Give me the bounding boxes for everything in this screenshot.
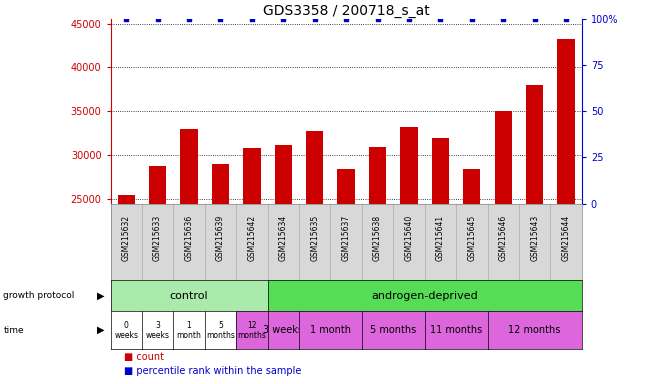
Bar	[400, 127, 417, 384]
Bar	[149, 166, 166, 384]
Text: GSM215637: GSM215637	[342, 215, 350, 261]
Text: GSM215641: GSM215641	[436, 215, 445, 261]
Text: GSM215644: GSM215644	[562, 215, 571, 261]
Point	[561, 16, 571, 22]
Text: GSM215635: GSM215635	[310, 215, 319, 261]
Text: growth protocol: growth protocol	[3, 291, 75, 300]
Title: GDS3358 / 200718_s_at: GDS3358 / 200718_s_at	[263, 4, 430, 18]
Bar	[558, 40, 575, 384]
Text: 12
months: 12 months	[237, 321, 266, 340]
Point	[436, 16, 446, 22]
Text: GSM215636: GSM215636	[185, 215, 194, 261]
Bar	[495, 111, 512, 384]
Point	[278, 16, 289, 22]
Point	[152, 16, 162, 22]
Text: androgen-deprived: androgen-deprived	[371, 291, 478, 301]
Text: time: time	[3, 326, 24, 335]
Bar	[243, 148, 261, 384]
Text: GSM215633: GSM215633	[153, 215, 162, 261]
Point	[529, 16, 539, 22]
Bar	[306, 131, 323, 384]
Text: GSM215643: GSM215643	[530, 215, 539, 261]
Text: 5 months: 5 months	[370, 325, 417, 335]
Text: GSM215638: GSM215638	[373, 215, 382, 261]
Text: ▶: ▶	[97, 325, 105, 335]
Point	[372, 16, 383, 22]
Text: GSM215632: GSM215632	[122, 215, 131, 261]
Point	[247, 16, 257, 22]
Point	[215, 16, 226, 22]
Point	[498, 16, 508, 22]
Text: 0
weeks: 0 weeks	[114, 321, 138, 340]
Bar	[432, 138, 449, 384]
Text: GSM215645: GSM215645	[467, 215, 476, 261]
Text: GSM215646: GSM215646	[499, 215, 508, 261]
Bar	[212, 164, 229, 384]
Bar	[275, 145, 292, 384]
Text: GSM215640: GSM215640	[404, 215, 413, 261]
Text: GSM215639: GSM215639	[216, 215, 225, 261]
Point	[121, 16, 131, 22]
Text: 3
weeks: 3 weeks	[146, 321, 170, 340]
Text: 1 month: 1 month	[310, 325, 351, 335]
Text: GSM215642: GSM215642	[248, 215, 256, 261]
Point	[404, 16, 414, 22]
Text: control: control	[170, 291, 209, 301]
Text: 5
months: 5 months	[206, 321, 235, 340]
Point	[467, 16, 477, 22]
Text: ■ count: ■ count	[124, 352, 164, 362]
Text: 12 months: 12 months	[508, 325, 561, 335]
Bar	[181, 129, 198, 384]
Bar	[337, 169, 355, 384]
Bar	[526, 85, 543, 384]
Text: 1
month: 1 month	[177, 321, 202, 340]
Text: ▶: ▶	[97, 291, 105, 301]
Point	[184, 16, 194, 22]
Bar	[118, 195, 135, 384]
Point	[309, 16, 320, 22]
Bar	[369, 147, 386, 384]
Text: 11 months: 11 months	[430, 325, 482, 335]
Text: GSM215634: GSM215634	[279, 215, 288, 261]
Bar	[463, 169, 480, 384]
Text: 3 weeks: 3 weeks	[263, 325, 304, 335]
Point	[341, 16, 351, 22]
Text: ■ percentile rank within the sample: ■ percentile rank within the sample	[124, 366, 301, 376]
